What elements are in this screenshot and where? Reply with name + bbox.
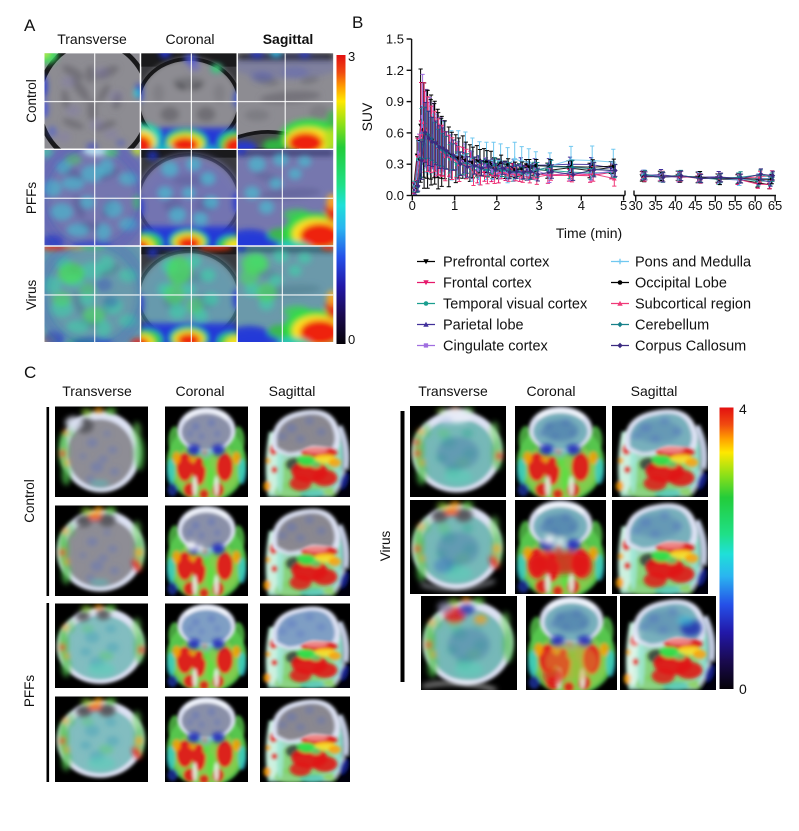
- svg-text:3: 3: [348, 49, 355, 64]
- svg-text:Prefrontal cortex: Prefrontal cortex: [443, 255, 550, 271]
- svg-text:Coronal: Coronal: [526, 383, 575, 399]
- svg-text:0: 0: [409, 198, 416, 213]
- svg-text:2: 2: [493, 198, 500, 213]
- svg-text:Transverse: Transverse: [62, 383, 132, 399]
- svg-text:Pons and Medulla: Pons and Medulla: [635, 255, 752, 271]
- svg-text:3: 3: [535, 198, 542, 213]
- svg-text:50: 50: [708, 198, 722, 213]
- svg-text:Cerebellum: Cerebellum: [635, 318, 709, 334]
- svg-text:Sagittal: Sagittal: [269, 383, 316, 399]
- svg-text:B: B: [352, 13, 363, 32]
- svg-text:0.3: 0.3: [386, 157, 404, 172]
- svg-text:65: 65: [768, 198, 782, 213]
- svg-text:Control: Control: [24, 79, 39, 123]
- svg-text:PFFs: PFFs: [24, 182, 39, 214]
- svg-text:1: 1: [451, 198, 458, 213]
- svg-text:30: 30: [628, 198, 642, 213]
- svg-text:Frontal cortex: Frontal cortex: [443, 276, 532, 292]
- svg-text:Transverse: Transverse: [57, 31, 127, 47]
- svg-text:Corpus Callosum: Corpus Callosum: [635, 339, 746, 355]
- svg-text:Time (min): Time (min): [556, 225, 622, 241]
- svg-text:4: 4: [578, 198, 585, 213]
- svg-text:Occipital Lobe: Occipital Lobe: [635, 276, 727, 292]
- svg-text:35: 35: [648, 198, 662, 213]
- svg-text:Virus: Virus: [378, 530, 393, 561]
- svg-text:5: 5: [620, 198, 627, 213]
- svg-text:Transverse: Transverse: [418, 383, 488, 399]
- svg-text:0.9: 0.9: [386, 94, 404, 109]
- svg-text:45: 45: [688, 198, 702, 213]
- svg-text:SUV: SUV: [359, 102, 375, 131]
- svg-text:Coronal: Coronal: [165, 31, 214, 47]
- svg-text:Control: Control: [22, 479, 37, 523]
- svg-text:A: A: [24, 16, 36, 35]
- svg-text:PFFs: PFFs: [22, 675, 37, 707]
- svg-text:Sagittal: Sagittal: [631, 383, 678, 399]
- svg-text:0: 0: [739, 681, 747, 697]
- svg-text:Virus: Virus: [24, 279, 39, 310]
- svg-text:4: 4: [739, 401, 747, 417]
- svg-text:60: 60: [748, 198, 762, 213]
- svg-text:0.0: 0.0: [386, 188, 404, 203]
- svg-text:C: C: [24, 363, 36, 382]
- svg-text:Subcortical region: Subcortical region: [635, 297, 751, 313]
- svg-text:1.5: 1.5: [386, 32, 404, 47]
- svg-text:Cingulate cortex: Cingulate cortex: [443, 339, 549, 355]
- svg-text:40: 40: [668, 198, 682, 213]
- svg-text:1.2: 1.2: [386, 63, 404, 78]
- svg-text:55: 55: [728, 198, 742, 213]
- svg-text:Coronal: Coronal: [175, 383, 224, 399]
- svg-text:Sagittal: Sagittal: [263, 31, 314, 47]
- svg-text:Parietal lobe: Parietal lobe: [443, 318, 524, 334]
- svg-text:0.6: 0.6: [386, 125, 404, 140]
- svg-text:Temporal visual cortex: Temporal visual cortex: [443, 297, 588, 313]
- svg-text:0: 0: [348, 332, 355, 347]
